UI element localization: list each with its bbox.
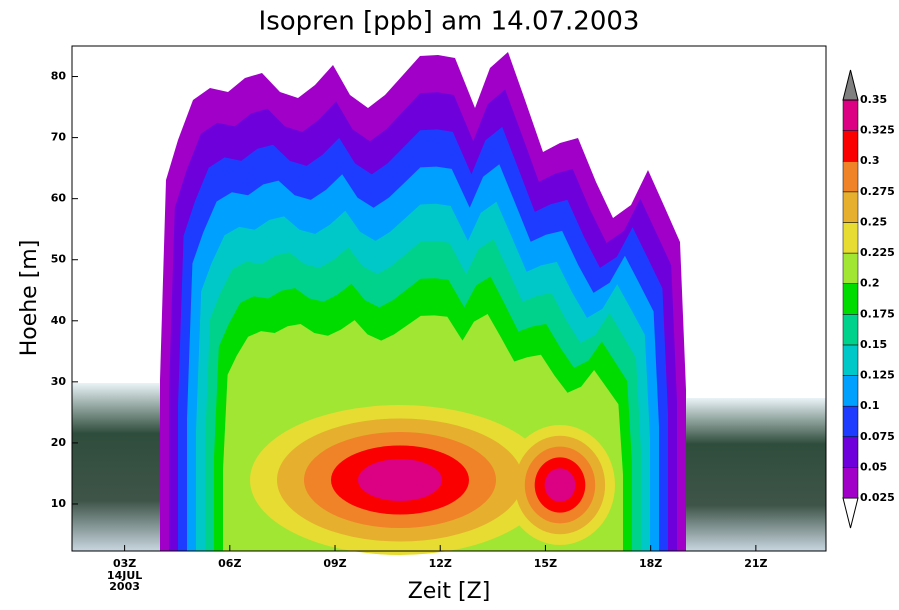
colorbar-segment	[842, 375, 859, 407]
colorbar-label: 0.15	[860, 338, 887, 351]
colorbar-segment	[842, 467, 859, 499]
colorbar-under	[842, 497, 859, 529]
x-tick-label: 03Z	[113, 557, 136, 570]
colorbar-label: 0.025	[860, 491, 895, 504]
x-tick-label: 18Z	[639, 557, 662, 570]
colorbar-label: 0.1	[860, 399, 880, 412]
colorbar-segment	[842, 283, 859, 315]
colorbar-label: 0.25	[860, 215, 887, 228]
date-label: 2003	[109, 580, 140, 593]
date-label: 14JUL	[107, 569, 142, 582]
colorbar-label: 0.3	[860, 154, 880, 167]
colorbar-label: 0.275	[860, 185, 895, 198]
colorbar-label: 0.2	[860, 277, 880, 290]
colorbar-label: 0.225	[860, 246, 895, 259]
colorbar-segment	[842, 160, 859, 193]
colorbar-label: 0.175	[860, 307, 895, 320]
plot-frame	[71, 45, 827, 552]
y-tick-label: 60	[51, 192, 67, 205]
colorbar-segment	[842, 99, 859, 131]
colorbar-segment	[842, 436, 859, 468]
colorbar-segment	[842, 252, 859, 284]
colorbar-label: 0.05	[860, 460, 887, 473]
x-tick-label: 12Z	[429, 557, 452, 570]
colorbar-label: 0.125	[860, 369, 895, 382]
y-tick-label: 40	[51, 314, 67, 327]
y-axis-label: Hoehe [m]	[17, 240, 42, 357]
colorbar-segment	[842, 130, 859, 162]
colorbar-segment	[842, 191, 859, 223]
contour-band	[544, 468, 576, 502]
x-tick-label: 09Z	[323, 557, 346, 570]
colorbar-segment	[842, 222, 859, 254]
colorbar-label: 0.325	[860, 124, 895, 137]
colorbar-segment	[842, 405, 859, 438]
forest-image	[72, 383, 164, 551]
y-tick-label: 30	[51, 375, 67, 388]
y-tick-label: 20	[51, 436, 67, 449]
forest-image	[686, 398, 826, 551]
colorbar-over	[842, 69, 859, 101]
colorbar-label: 0.075	[860, 430, 895, 443]
y-tick-label: 50	[51, 253, 67, 266]
x-tick-label: 15Z	[534, 557, 557, 570]
y-tick-label: 10	[51, 497, 67, 510]
colorbar-segment	[842, 314, 859, 346]
chart-title: Isopren [ppb] am 14.07.2003	[259, 7, 640, 37]
contour-band	[358, 459, 442, 501]
x-axis-label: Zeit [Z]	[408, 579, 491, 604]
colorbar-label: 0.35	[860, 93, 887, 106]
y-tick-label: 70	[51, 131, 67, 144]
y-tick-label: 80	[51, 70, 67, 83]
colorbar-segment	[842, 344, 859, 376]
x-tick-label: 06Z	[218, 557, 241, 570]
x-tick-label: 21Z	[744, 557, 767, 570]
